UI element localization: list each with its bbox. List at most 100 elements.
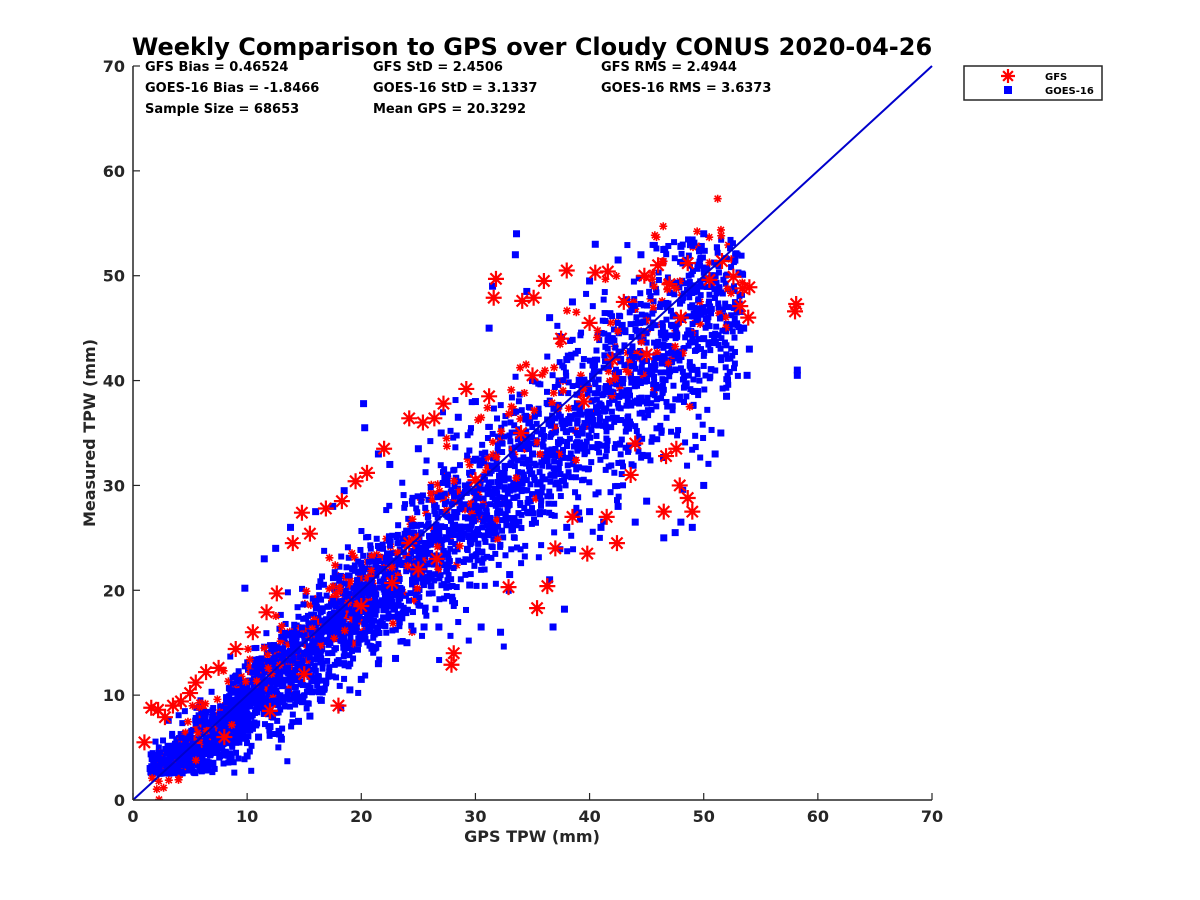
- goes16-cloud-point: [373, 629, 380, 636]
- goes16-cloud-point: [635, 275, 642, 282]
- goes16-cloud-point: [290, 652, 297, 659]
- goes16-cloud-point: [192, 720, 199, 727]
- goes16-cloud-point: [279, 683, 286, 690]
- goes16-cloud-point: [596, 441, 603, 448]
- goes16-cloud-point: [312, 667, 319, 674]
- goes16-cloud-point: [609, 414, 616, 421]
- goes16-cloud-point: [368, 589, 375, 596]
- goes16-cloud-point: [438, 542, 445, 549]
- goes16-cloud-point: [272, 701, 279, 708]
- goes16-cloud-point: [300, 615, 307, 622]
- goes16-point: [414, 544, 422, 552]
- goes16-point: [546, 314, 554, 322]
- goes16-cloud-point: [163, 750, 170, 757]
- gfs-cloud-point: [329, 582, 338, 591]
- goes16-cloud-point: [703, 283, 710, 290]
- goes16-cloud-point: [544, 457, 551, 464]
- goes16-cloud-point: [452, 532, 459, 539]
- goes16-cloud-point: [490, 536, 497, 543]
- gfs-cloud-point: [195, 703, 204, 712]
- goes16-cloud-point: [564, 548, 571, 555]
- goes16-cloud-point: [153, 762, 160, 769]
- goes16-cloud-point: [562, 482, 569, 489]
- goes16-cloud-point: [253, 666, 260, 673]
- goes16-cloud-point: [719, 306, 726, 313]
- gfs-cloud-point: [484, 453, 493, 462]
- goes16-cloud-point: [683, 393, 690, 400]
- goes16-cloud-point: [499, 473, 506, 480]
- goes16-cloud-point: [728, 312, 735, 319]
- goes16-cloud-point: [320, 677, 327, 684]
- goes16-cloud-point: [259, 691, 266, 698]
- goes16-cloud-point: [408, 498, 415, 505]
- goes16-cloud-point: [689, 242, 696, 249]
- goes16-cloud-point: [612, 441, 619, 448]
- goes16-cloud-point: [338, 622, 345, 629]
- goes16-point: [793, 371, 801, 379]
- goes16-point: [677, 518, 685, 526]
- goes16-point: [340, 487, 348, 495]
- goes16-cloud-point: [321, 685, 328, 692]
- goes16-cloud-point: [323, 678, 330, 685]
- goes16-cloud-point: [628, 302, 635, 309]
- goes16-cloud-point: [658, 383, 665, 390]
- goes16-cloud-point: [455, 557, 462, 564]
- goes16-cloud-point: [685, 313, 692, 320]
- goes16-cloud-point: [397, 638, 404, 645]
- gfs-cloud-point: [727, 255, 736, 264]
- goes16-cloud-point: [487, 515, 494, 522]
- goes16-point: [243, 696, 251, 704]
- goes16-cloud-point: [466, 447, 473, 454]
- goes16-cloud-point: [429, 590, 436, 597]
- goes16-cloud-point: [706, 339, 713, 346]
- goes16-cloud-point: [679, 368, 686, 375]
- goes16-cloud-point: [375, 601, 382, 608]
- goes16-cloud-point: [565, 379, 572, 386]
- goes16-cloud-point: [291, 621, 298, 628]
- gfs-cloud-point: [611, 374, 620, 383]
- gfs-cloud-point: [605, 377, 614, 386]
- goes16-cloud-point: [457, 576, 464, 583]
- x-tick-label: 10: [236, 807, 258, 826]
- goes16-cloud-point: [682, 439, 689, 446]
- goes16-cloud-point: [419, 492, 426, 499]
- goes16-cloud-point: [494, 510, 501, 517]
- gfs-point: [414, 414, 431, 431]
- goes16-cloud-point: [381, 622, 388, 629]
- goes16-cloud-point: [681, 398, 688, 405]
- goes16-cloud-point: [653, 425, 660, 432]
- goes16-cloud-point: [631, 302, 638, 309]
- gfs-cloud-point: [631, 305, 640, 314]
- goes16-cloud-point: [359, 589, 366, 596]
- goes16-cloud-point: [211, 742, 218, 749]
- goes16-cloud-point: [735, 324, 742, 331]
- goes16-point: [546, 576, 554, 584]
- goes16-cloud-point: [565, 469, 572, 476]
- goes16-cloud-point: [647, 367, 654, 374]
- goes16-cloud-point: [441, 474, 448, 481]
- goes16-cloud-point: [192, 715, 199, 722]
- goes16-cloud-point: [189, 740, 196, 747]
- goes16-cloud-point: [562, 473, 569, 480]
- goes16-cloud-point: [489, 493, 496, 500]
- goes16-cloud-point: [422, 469, 429, 476]
- goes16-cloud-point: [304, 612, 311, 619]
- gfs-cloud-point: [428, 495, 437, 504]
- goes16-cloud-point: [620, 482, 627, 489]
- goes16-point: [471, 502, 479, 510]
- goes16-cloud-point: [272, 731, 279, 738]
- goes16-point: [220, 749, 228, 757]
- goes16-point: [637, 251, 645, 259]
- goes16-cloud-point: [602, 453, 609, 460]
- goes16-cloud-point: [438, 582, 445, 589]
- goes16-cloud-point: [398, 602, 405, 609]
- goes16-cloud-point: [392, 602, 399, 609]
- goes16-cloud-point: [615, 493, 622, 500]
- stat-text: GFS Bias = 0.46524: [145, 60, 288, 75]
- goes16-cloud-point: [521, 442, 528, 449]
- x-tick-label: 40: [578, 807, 600, 826]
- goes16-cloud-point: [432, 531, 439, 538]
- goes16-cloud-point: [652, 352, 659, 359]
- goes16-cloud-point: [422, 547, 429, 554]
- gfs-point: [575, 393, 592, 410]
